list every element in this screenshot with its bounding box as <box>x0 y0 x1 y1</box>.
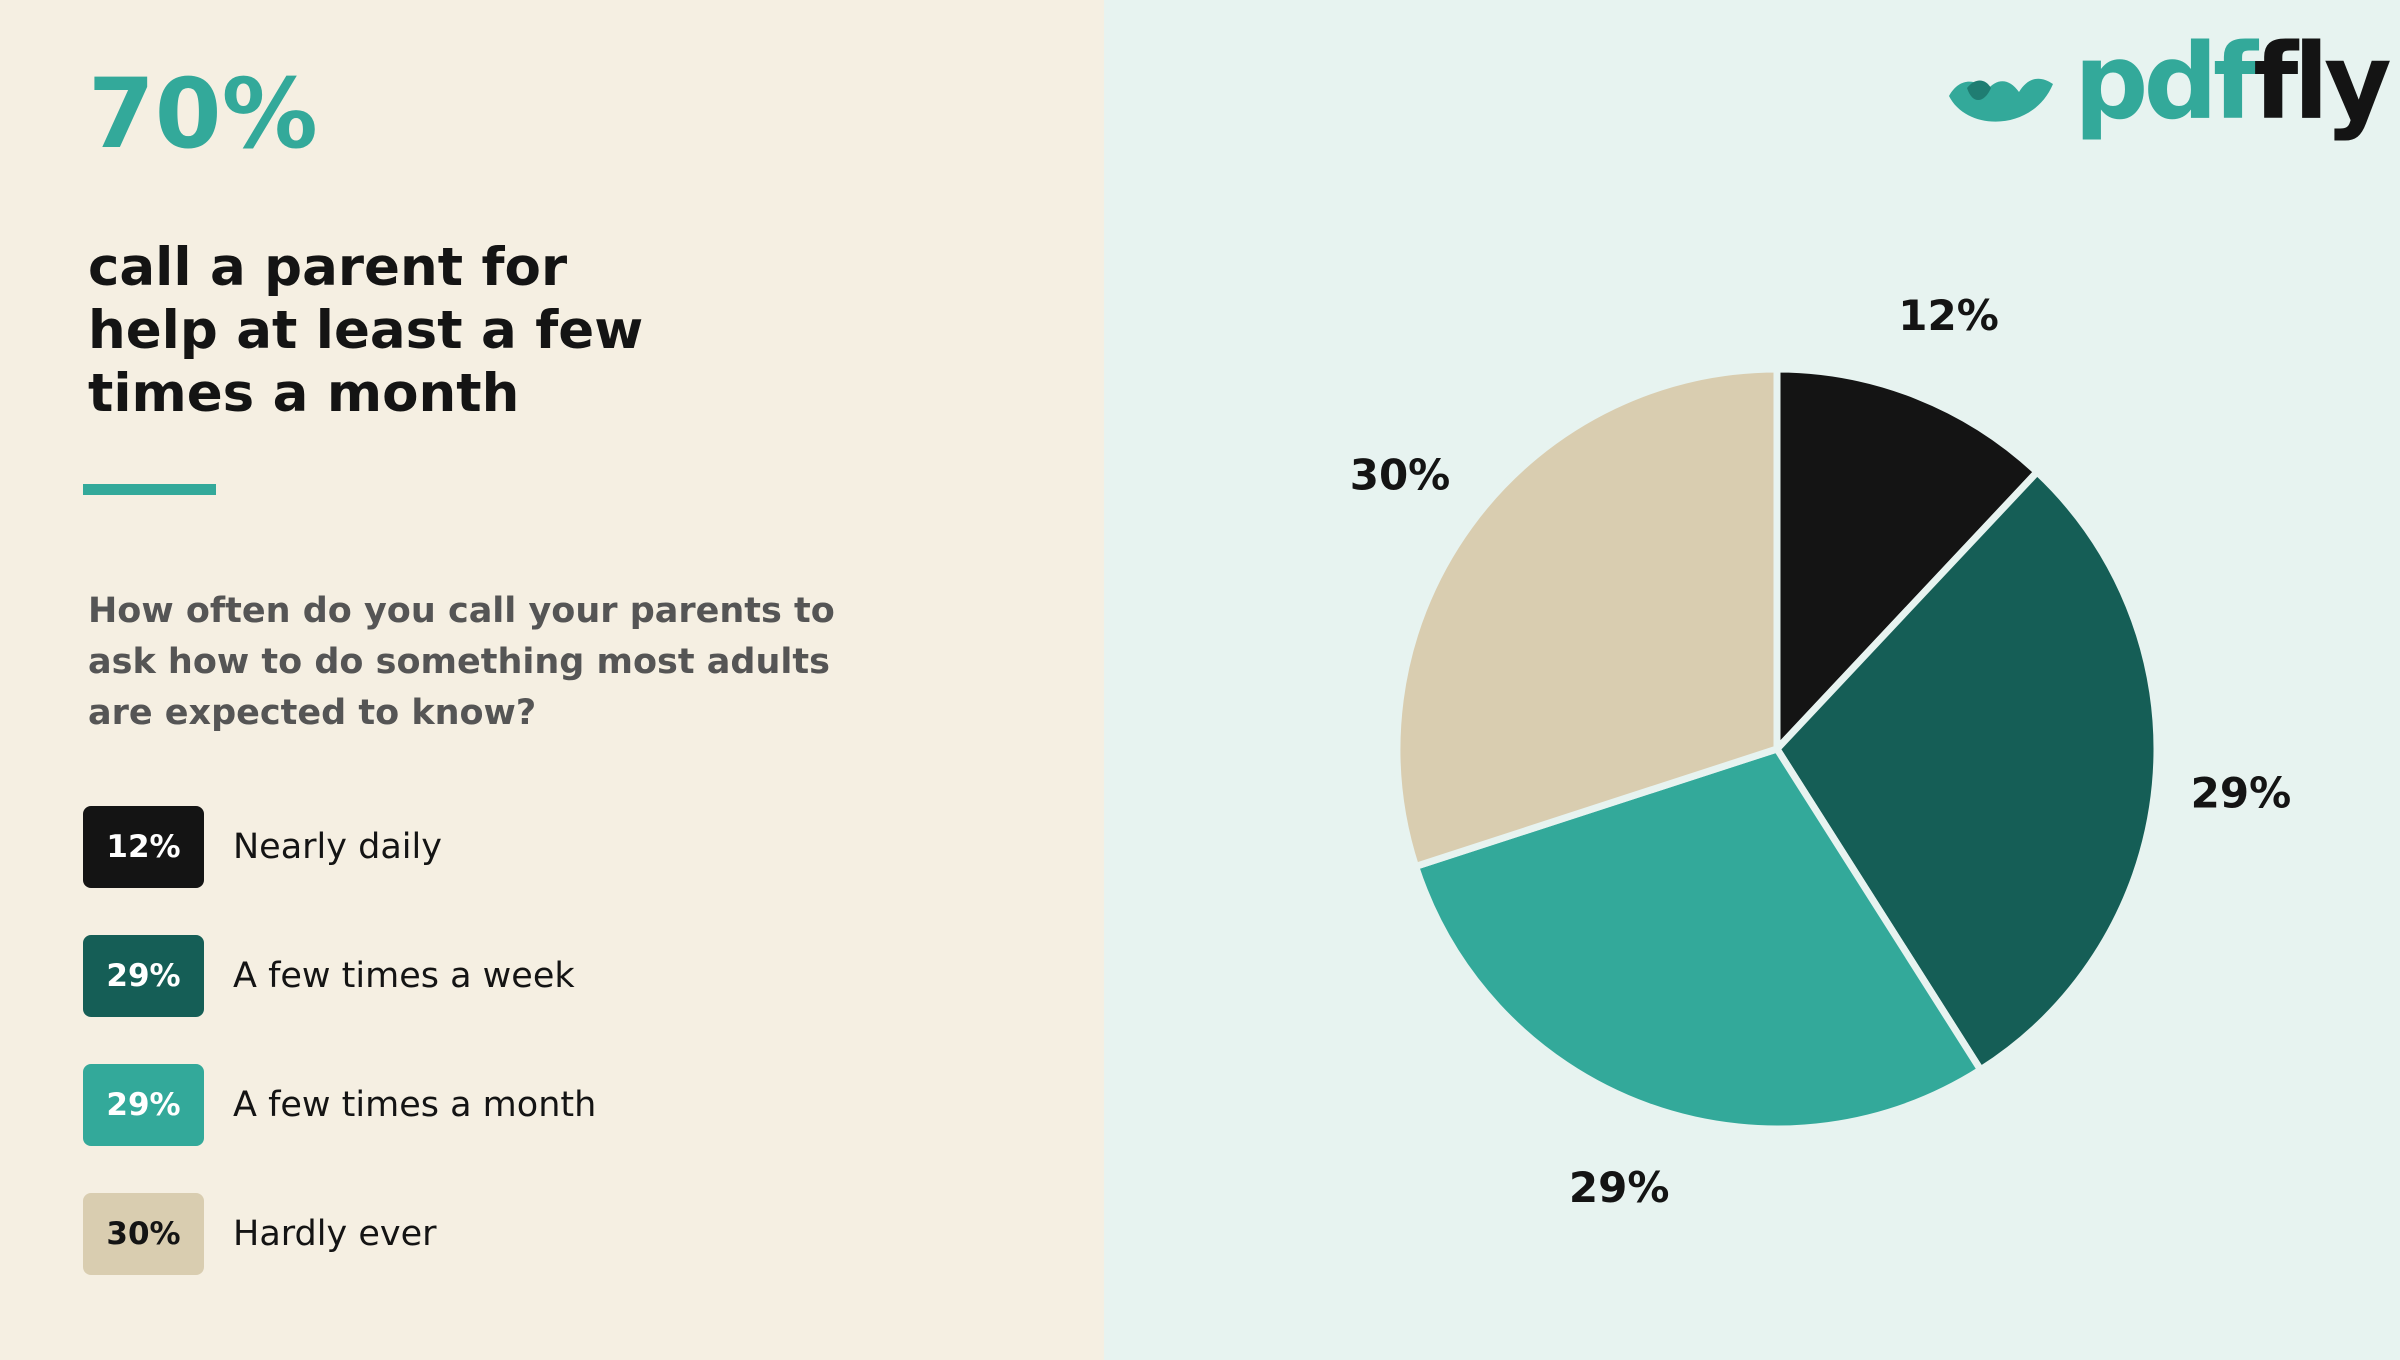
pie-data-label: 30% <box>1350 451 1451 500</box>
pie-slice-hardly-ever <box>1393 365 1781 870</box>
brand-wordmark-fly: fly <box>2253 21 2392 143</box>
pie-data-label: 12% <box>1898 291 1999 340</box>
legend-badge: 29% <box>83 1064 204 1146</box>
survey-question: How often do you call your parents to as… <box>88 591 835 733</box>
brand-wordmark-pdf: pdf <box>2074 21 2258 143</box>
pie-slice-nearly-daily <box>1773 365 2041 753</box>
brand-wordmark: pdffly <box>2074 30 2392 134</box>
accent-divider <box>83 484 216 495</box>
legend-badge: 29% <box>83 935 204 1017</box>
pie-slice-a-few-times-a-month <box>1412 745 1985 1133</box>
legend-label: A few times a week <box>233 956 575 996</box>
pie-data-label: 29% <box>2191 768 2292 817</box>
legend-item-few-times-week: 29% A few times a week <box>83 935 883 1017</box>
legend-label: A few times a month <box>233 1085 597 1125</box>
legend-item-hardly-ever: 30% Hardly ever <box>83 1193 883 1275</box>
legend-badge: 30% <box>83 1193 204 1275</box>
headline-stat: 70% <box>88 58 318 170</box>
pie-data-label: 29% <box>1569 1163 1670 1212</box>
pie-slice-a-few-times-a-week <box>1773 468 2161 1074</box>
legend-item-few-times-month: 29% A few times a month <box>83 1064 883 1146</box>
legend-item-nearly-daily: 12% Nearly daily <box>83 806 883 888</box>
wave-lips-logo-icon <box>1949 78 2053 122</box>
headline-text: call a parent for help at least a few ti… <box>88 237 644 424</box>
pdffly-logo: pdffly <box>1945 30 2392 158</box>
legend-label: Nearly daily <box>233 827 442 867</box>
legend-label: Hardly ever <box>233 1214 437 1254</box>
left-panel: 70% call a parent for help at least a fe… <box>0 0 1104 1360</box>
legend-badge: 12% <box>83 806 204 888</box>
